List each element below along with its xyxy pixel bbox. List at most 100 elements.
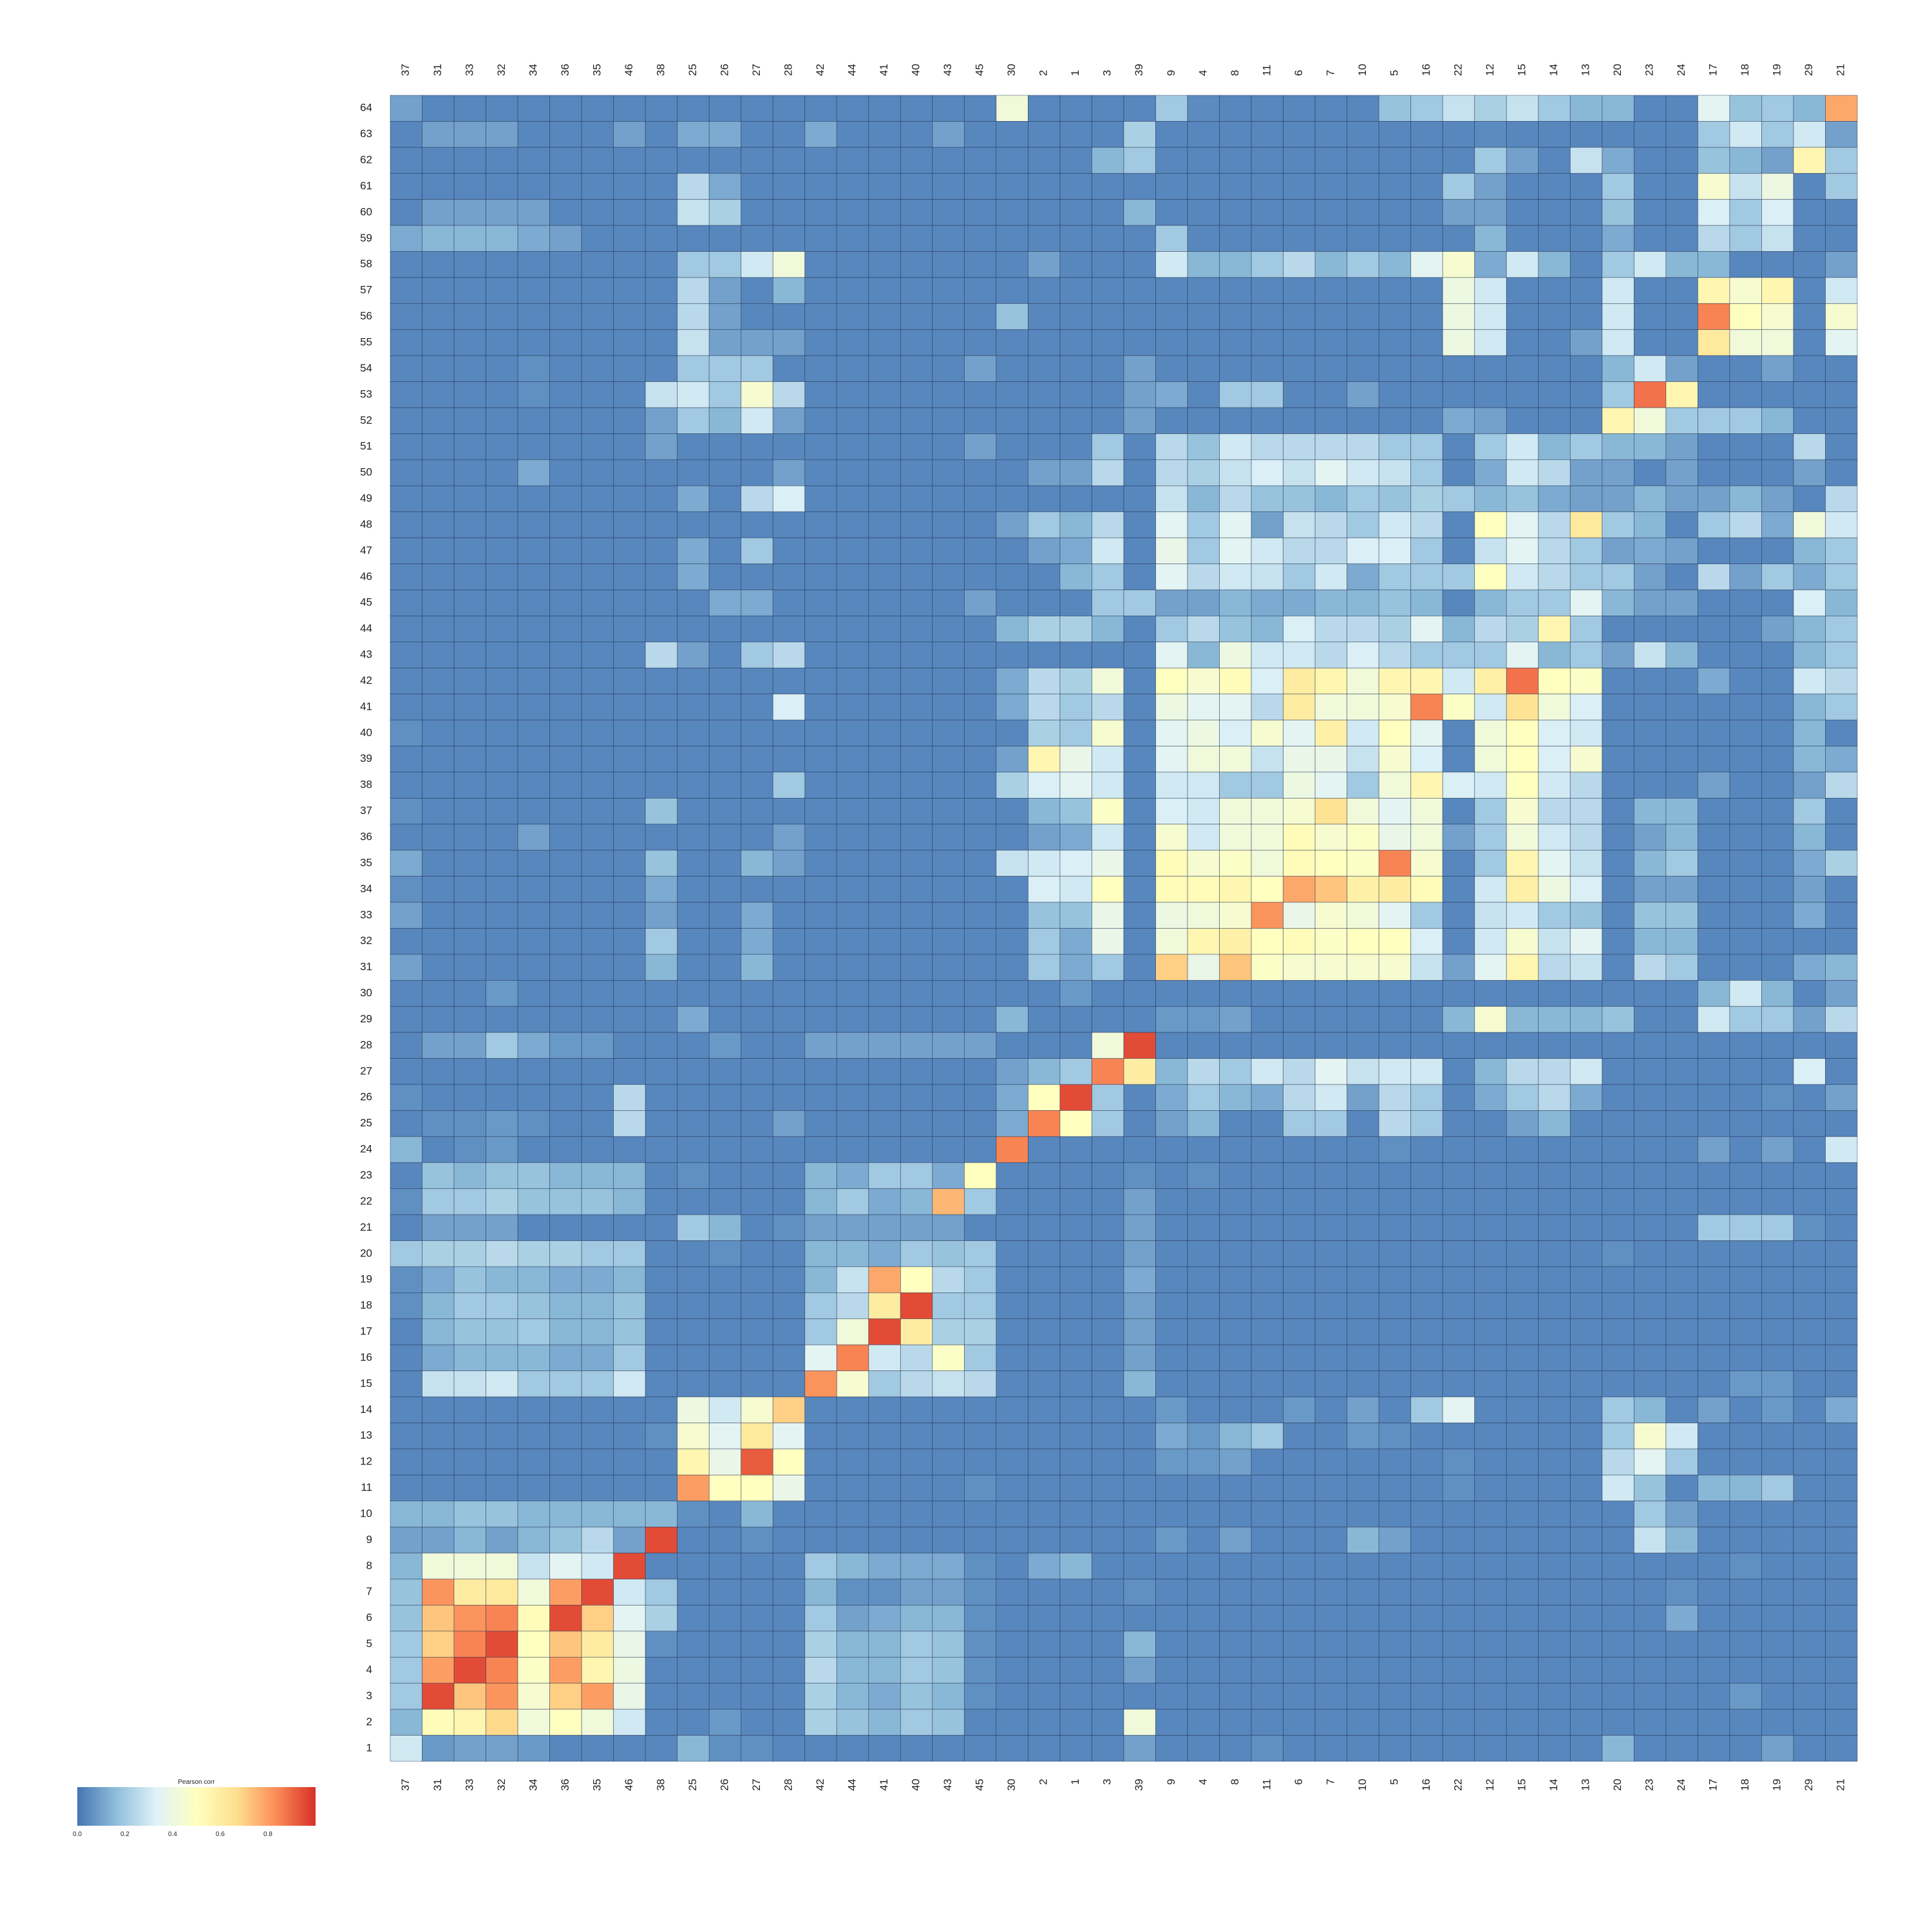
heatmap-cell-r52-c30 (996, 407, 1028, 434)
heatmap-cell-r17-c7 (1314, 1318, 1348, 1345)
heatmap-cell-r23-c12 (1474, 1162, 1507, 1189)
heatmap-cell-r36-c43 (932, 824, 965, 851)
heatmap-cell-r59-c30 (996, 225, 1028, 252)
heatmap-cell-r9-c35 (581, 1526, 614, 1554)
heatmap-cell-r11-c14 (1538, 1474, 1571, 1502)
heatmap-cell-r23-c20 (1602, 1162, 1634, 1189)
heatmap-cell-r9-c20 (1602, 1526, 1634, 1554)
row-label-44: 44 (360, 622, 372, 634)
heatmap-cell-r31-c27 (741, 954, 773, 981)
heatmap-cell-r8-c37 (390, 1553, 422, 1580)
heatmap-cell-r57-c25 (677, 277, 710, 304)
heatmap-cell-r10-c1 (1059, 1501, 1092, 1528)
row-label-64: 64 (360, 102, 372, 114)
row-label-31: 31 (360, 961, 372, 973)
heatmap-cell-r37-c2 (1028, 797, 1061, 825)
heatmap-cell-r43-c20 (1602, 641, 1634, 668)
heatmap-cell-r43-c19 (1761, 641, 1794, 668)
heatmap-cell-r5-c4 (1187, 1631, 1220, 1658)
heatmap-cell-r36-c27 (741, 824, 773, 851)
heatmap-cell-r55-c3 (1092, 329, 1124, 356)
heatmap-cell-r2-c32 (486, 1709, 518, 1736)
heatmap-cell-r47-c4 (1187, 537, 1220, 564)
heatmap-cell-r62-c42 (804, 147, 837, 174)
heatmap-cell-r19-c45 (963, 1266, 997, 1293)
heatmap-cell-r30-c4 (1187, 980, 1220, 1007)
top-column-label-7: 7 (1324, 70, 1336, 76)
heatmap-cell-r31-c39 (1123, 954, 1156, 981)
heatmap-cell-r59-c4 (1187, 225, 1220, 252)
heatmap-cell-r51-c45 (963, 433, 997, 460)
heatmap-cell-r61-c3 (1092, 173, 1124, 200)
heatmap-cell-r21-c23 (1633, 1214, 1667, 1241)
heatmap-cell-r4-c41 (868, 1656, 901, 1684)
heatmap-cell-r17-c36 (549, 1318, 582, 1345)
heatmap-cell-r61-c26 (708, 173, 742, 200)
heatmap-cell-r16-c40 (900, 1344, 933, 1372)
heatmap-cell-r39-c18 (1729, 746, 1762, 773)
heatmap-cell-r8-c26 (708, 1553, 742, 1580)
heatmap-cell-r20-c4 (1187, 1240, 1220, 1267)
heatmap-cell-r56-c11 (1251, 303, 1284, 330)
heatmap-cell-r53-c44 (836, 381, 869, 408)
heatmap-cell-r5-c42 (804, 1631, 837, 1658)
heatmap-cell-r4-c12 (1474, 1656, 1507, 1684)
heatmap-cell-r30-c46 (613, 980, 646, 1007)
heatmap-cell-r25-c15 (1506, 1110, 1539, 1137)
heatmap-cell-r23-c46 (613, 1162, 646, 1189)
heatmap-cell-r32-c33 (453, 928, 486, 955)
heatmap-cell-r7-c1 (1059, 1578, 1092, 1605)
heatmap-cell-r33-c26 (708, 902, 742, 929)
heatmap-cell-r14-c23 (1633, 1396, 1667, 1423)
heatmap-cell-r20-c43 (932, 1240, 965, 1267)
heatmap-cell-r2-c11 (1251, 1709, 1284, 1736)
heatmap-cell-r62-c20 (1602, 147, 1634, 174)
heatmap-cell-r63-c14 (1538, 121, 1571, 148)
row-label-35: 35 (360, 857, 372, 869)
heatmap-cell-r31-c33 (453, 954, 486, 981)
heatmap-cell-r41-c34 (517, 694, 551, 721)
heatmap-cell-r39-c32 (486, 746, 518, 773)
heatmap-cell-r51-c31 (422, 433, 455, 460)
heatmap-cell-r44-c34 (517, 616, 551, 643)
heatmap-cell-r52-c41 (868, 407, 901, 434)
bottom-column-label-40: 40 (910, 1779, 922, 1791)
heatmap-cell-r52-c43 (932, 407, 965, 434)
heatmap-cell-r5-c18 (1729, 1631, 1762, 1658)
heatmap-cell-r32-c20 (1602, 928, 1634, 955)
row-label-36: 36 (360, 831, 372, 843)
heatmap-cell-r16-c29 (1793, 1344, 1826, 1372)
heatmap-cell-r47-c32 (486, 537, 518, 564)
heatmap-cell-r57-c43 (932, 277, 965, 304)
heatmap-cell-r59-c25 (677, 225, 710, 252)
heatmap-cell-r60-c16 (1410, 199, 1443, 226)
heatmap-cell-r20-c2 (1028, 1240, 1061, 1267)
heatmap-cell-r52-c1 (1059, 407, 1092, 434)
heatmap-cell-r34-c17 (1697, 876, 1730, 903)
heatmap-cell-r33-c30 (996, 902, 1028, 929)
heatmap-cell-r9-c2 (1028, 1526, 1061, 1554)
heatmap-cell-r30-c36 (549, 980, 582, 1007)
heatmap-cell-r23-c24 (1665, 1162, 1698, 1189)
heatmap-cell-r2-c27 (741, 1709, 773, 1736)
heatmap-cell-r64-c37 (390, 95, 422, 122)
heatmap-cell-r36-c3 (1092, 824, 1124, 851)
heatmap-cell-r14-c25 (677, 1396, 710, 1423)
heatmap-cell-r8-c27 (741, 1553, 773, 1580)
heatmap-cell-r11-c46 (613, 1474, 646, 1502)
heatmap-cell-r57-c33 (453, 277, 486, 304)
heatmap-cell-r40-c4 (1187, 719, 1220, 746)
heatmap-cell-r63-c31 (422, 121, 455, 148)
heatmap-cell-r63-c19 (1761, 121, 1794, 148)
heatmap-cell-r44-c41 (868, 616, 901, 643)
heatmap-cell-r27-c11 (1251, 1058, 1284, 1085)
heatmap-cell-r56-c34 (517, 303, 551, 330)
heatmap-cell-r42-c17 (1697, 667, 1730, 695)
heatmap-cell-r38-c40 (900, 772, 933, 799)
heatmap-cell-r41-c4 (1187, 694, 1220, 721)
heatmap-cell-r15-c32 (486, 1370, 518, 1397)
heatmap-cell-r45-c15 (1506, 589, 1539, 616)
heatmap-cell-r48-c4 (1187, 511, 1220, 538)
heatmap-cell-r61-c25 (677, 173, 710, 200)
heatmap-cell-r52-c29 (1793, 407, 1826, 434)
